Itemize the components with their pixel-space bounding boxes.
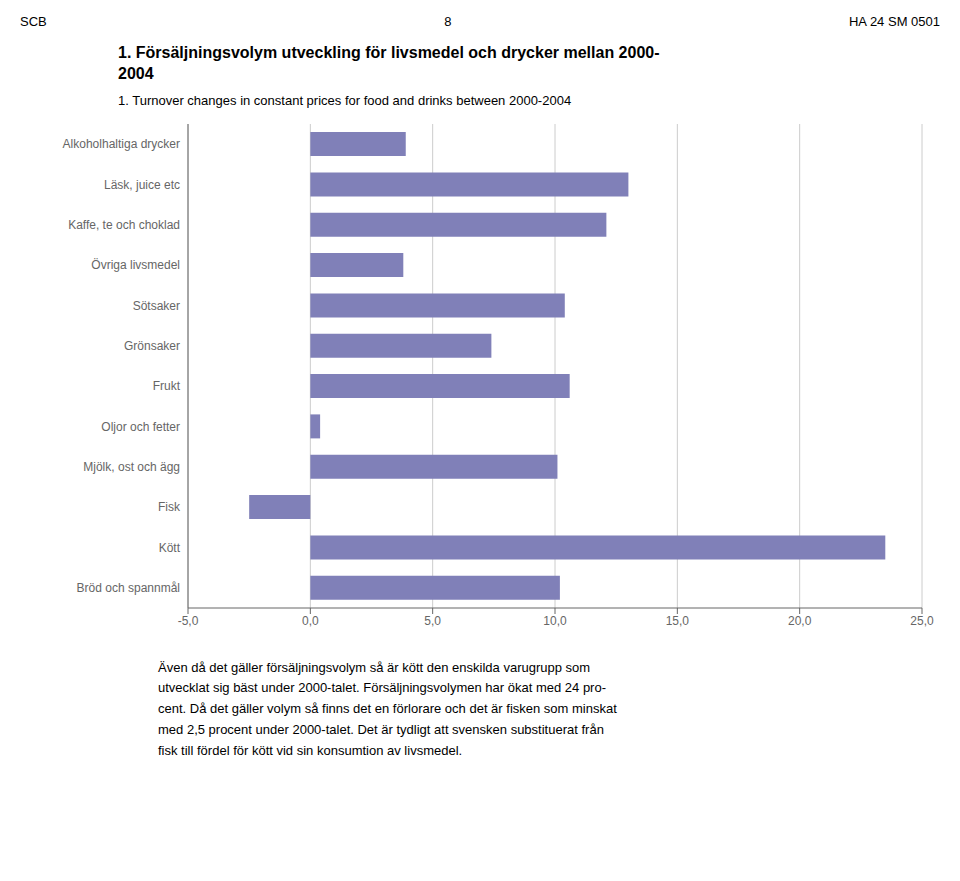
svg-text:Mjölk, ost och ägg: Mjölk, ost och ägg — [83, 460, 180, 474]
svg-text:Övriga livsmedel: Övriga livsmedel — [91, 258, 180, 272]
svg-text:0,0: 0,0 — [302, 613, 319, 627]
svg-text:5,0: 5,0 — [424, 613, 441, 627]
html-text:1. Försäljningsvolym utvecklin: 1. Försäljningsvolym utveckling för livs… — [118, 44, 660, 82]
svg-text:Läsk, juice etc: Läsk, juice etc — [104, 177, 180, 191]
svg-text:Grönsaker: Grönsaker — [124, 339, 180, 353]
html-text:Även då det gäller försäljning: Även då det gäller försäljningsvolym så … — [158, 659, 617, 758]
svg-text:25,0: 25,0 — [910, 613, 934, 627]
svg-text:Fisk: Fisk — [158, 500, 181, 514]
svg-text:Bröd och spannmål: Bröd och spannmål — [77, 581, 180, 595]
svg-text:Oljor och fetter: Oljor och fetter — [101, 419, 180, 433]
svg-text:Alkoholhaltiga drycker: Alkoholhaltiga drycker — [63, 137, 180, 151]
html-text:8: 8 — [444, 14, 452, 29]
html-text:1. Turnover changes in constan: 1. Turnover changes in constant prices f… — [118, 92, 572, 108]
html-text:HA 24 SM 0501: HA 24 SM 0501 — [848, 14, 940, 29]
svg-text:Kaffe, te och choklad: Kaffe, te och choklad — [68, 218, 180, 232]
svg-text:Kött: Kött — [159, 540, 181, 554]
svg-text:20,0: 20,0 — [788, 613, 812, 627]
svg-text:10,0: 10,0 — [543, 613, 567, 627]
svg-text:Sötsaker: Sötsaker — [133, 298, 180, 312]
html-text:SCB: SCB — [20, 14, 47, 29]
svg-text:15,0: 15,0 — [666, 613, 690, 627]
svg-text:-5,0: -5,0 — [178, 613, 199, 627]
svg-text:Frukt: Frukt — [153, 379, 181, 393]
